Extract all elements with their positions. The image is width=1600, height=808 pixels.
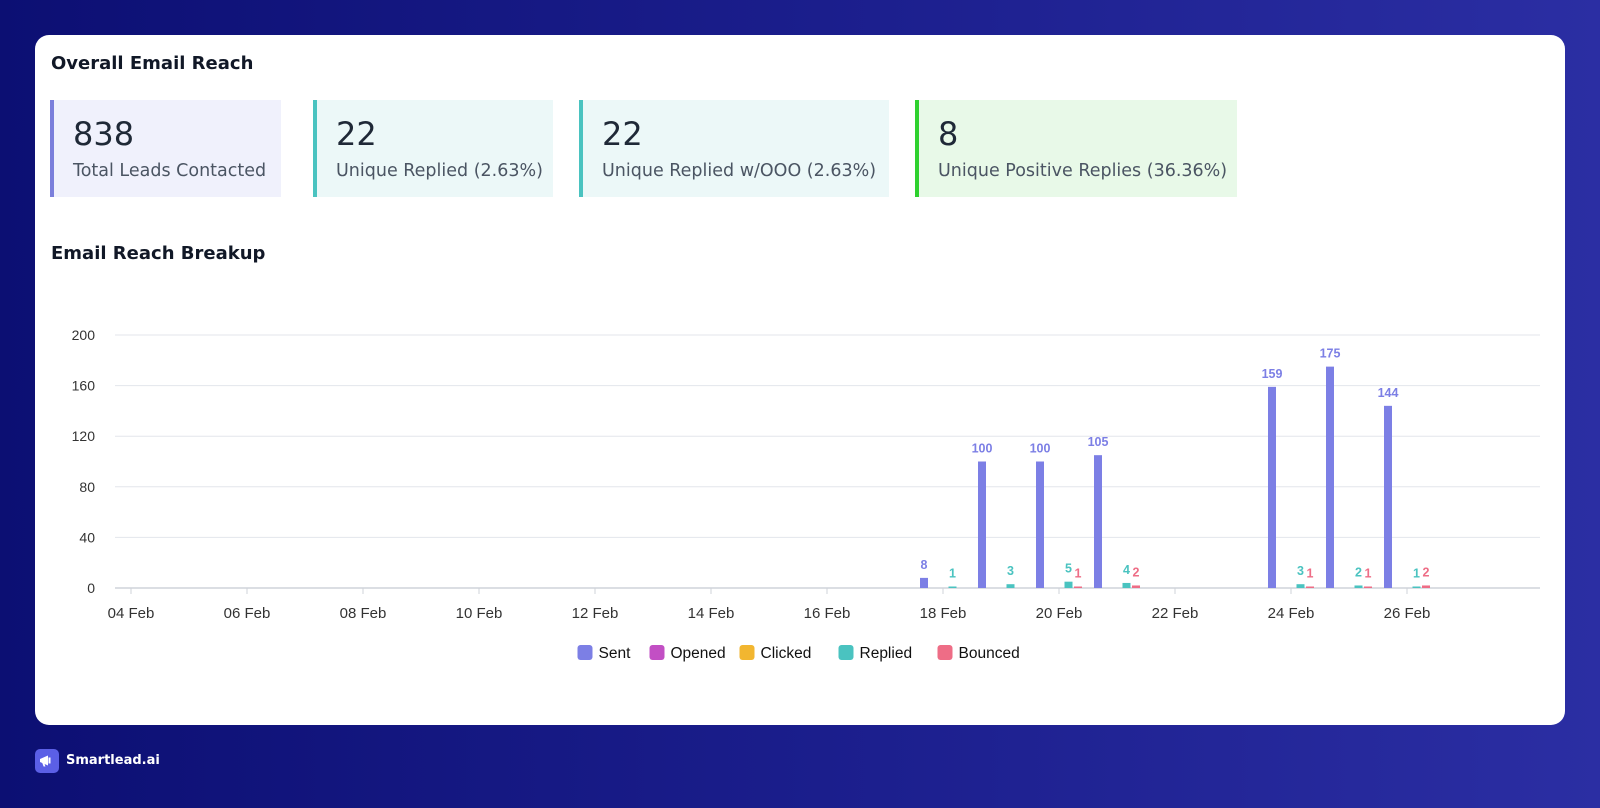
- stat-unique-replied-ooo: 22 Unique Replied w/OOO (2.63%): [579, 100, 889, 197]
- bar-replied: [1412, 586, 1421, 588]
- stat-unique-replied: 22 Unique Replied (2.63%): [313, 100, 553, 197]
- megaphone-icon: [35, 749, 59, 773]
- bar-bounced: [1364, 586, 1372, 588]
- y-tick-label: 120: [72, 428, 96, 444]
- stat-label: Total Leads Contacted: [73, 161, 267, 181]
- data-label: 2: [1133, 565, 1140, 579]
- legend-label-sent: Sent: [599, 645, 632, 662]
- stat-total-leads: 838 Total Leads Contacted: [50, 100, 281, 197]
- y-tick-label: 160: [72, 378, 96, 394]
- x-tick-label: 12 Feb: [572, 605, 619, 622]
- data-label: 1: [1413, 567, 1420, 581]
- data-label: 144: [1378, 386, 1399, 400]
- data-label: 105: [1088, 435, 1109, 449]
- data-label: 4: [1123, 563, 1130, 577]
- data-label: 1: [1307, 567, 1314, 581]
- email-reach-breakup-title: Email Reach Breakup: [51, 243, 266, 264]
- x-tick-label: 10 Feb: [456, 605, 503, 622]
- x-tick-label: 20 Feb: [1036, 605, 1083, 622]
- bar-sent: [978, 461, 986, 588]
- stat-positive-replies: 8 Unique Positive Replies (36.36%): [915, 100, 1237, 197]
- stat-value: 22: [336, 115, 377, 153]
- data-label: 2: [1423, 565, 1430, 579]
- bar-replied: [1122, 582, 1131, 588]
- x-tick-label: 26 Feb: [1384, 605, 1431, 622]
- data-label: 2: [1355, 565, 1362, 579]
- legend-swatch-bounced: [937, 645, 953, 660]
- y-tick-label: 0: [87, 580, 95, 596]
- bar-sent: [920, 577, 928, 588]
- bar-replied: [1006, 584, 1015, 588]
- legend-swatch-sent: [577, 645, 593, 660]
- brand-name: Smartlead.ai: [66, 753, 160, 768]
- bar-sent: [1326, 366, 1334, 588]
- bar-sent: [1036, 461, 1044, 588]
- stat-value: 22: [602, 115, 643, 153]
- legend-swatch-replied: [838, 645, 854, 660]
- bar-bounced: [1422, 585, 1430, 588]
- bar-replied: [1354, 585, 1363, 588]
- bar-sent: [1384, 405, 1392, 588]
- data-label: 3: [1007, 564, 1014, 578]
- data-label: 100: [972, 442, 993, 456]
- bar-replied: [948, 586, 957, 588]
- bar-bounced: [1306, 586, 1314, 588]
- legend-label-replied: Replied: [860, 645, 913, 662]
- data-label: 1: [1365, 567, 1372, 581]
- x-tick-label: 16 Feb: [804, 605, 851, 622]
- x-tick-label: 06 Feb: [224, 605, 271, 622]
- x-tick-label: 18 Feb: [920, 605, 967, 622]
- stat-label: Unique Positive Replies (36.36%): [938, 161, 1228, 181]
- x-tick-label: 14 Feb: [688, 605, 735, 622]
- bar-sent: [1094, 455, 1102, 588]
- data-label: 1: [1075, 567, 1082, 581]
- bar-replied: [1064, 581, 1073, 588]
- overall-email-reach-title: Overall Email Reach: [51, 53, 254, 74]
- email-reach-card: Overall Email Reach 838 Total Leads Cont…: [35, 35, 1565, 725]
- bar-sent: [1268, 386, 1276, 588]
- y-tick-label: 80: [79, 479, 95, 495]
- data-label: 175: [1320, 347, 1341, 361]
- legend-label-opened: Opened: [671, 645, 726, 662]
- bar-bounced: [1074, 586, 1082, 588]
- data-label: 1: [949, 567, 956, 581]
- data-label: 159: [1262, 367, 1283, 381]
- y-tick-label: 40: [79, 529, 95, 545]
- data-label: 100: [1030, 442, 1051, 456]
- bar-replied: [1296, 584, 1305, 588]
- stat-label: Unique Replied w/OOO (2.63%): [602, 161, 877, 181]
- legend-swatch-clicked: [739, 645, 755, 660]
- y-tick-label: 200: [72, 327, 96, 343]
- stat-label: Unique Replied (2.63%): [336, 161, 543, 181]
- legend-label-bounced: Bounced: [959, 645, 1020, 662]
- data-label: 3: [1297, 564, 1304, 578]
- x-tick-label: 04 Feb: [108, 605, 155, 622]
- x-tick-label: 22 Feb: [1152, 605, 1199, 622]
- legend-swatch-opened: [649, 645, 665, 660]
- x-tick-label: 08 Feb: [340, 605, 387, 622]
- data-label: 5: [1065, 562, 1072, 576]
- stat-value: 838: [73, 115, 135, 153]
- x-tick-label: 24 Feb: [1268, 605, 1315, 622]
- stat-value: 8: [938, 115, 959, 153]
- legend-label-clicked: Clicked: [761, 645, 812, 662]
- data-label: 8: [921, 558, 928, 572]
- bar-bounced: [1132, 585, 1140, 588]
